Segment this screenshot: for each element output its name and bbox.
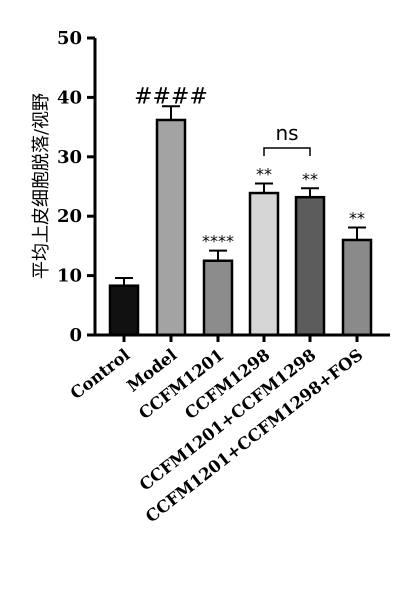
bar — [294, 195, 326, 337]
y-tick-label: 10 — [57, 266, 82, 287]
bar — [248, 191, 280, 337]
significance-label: ** — [256, 165, 272, 184]
significance-label: **** — [202, 232, 234, 251]
y-ticks: 0 10 20 30 40 50 — [57, 28, 95, 346]
x-tick-label: Control — [67, 345, 134, 403]
y-tick-label: 40 — [57, 87, 82, 108]
y-tick-label: 30 — [57, 147, 82, 168]
bar — [202, 259, 234, 337]
y-tick-label: 0 — [69, 325, 82, 346]
y-tick-label: 20 — [57, 206, 82, 227]
significance-label: ** — [302, 169, 318, 188]
y-axis-label: 平均上皮细胞脱落/视野 — [31, 93, 52, 279]
significance-label: #### — [134, 84, 208, 109]
x-ticks: ControlModelCCFM1201CCFM1298CCFM1201+CCF… — [67, 335, 366, 526]
axis-layer — [93, 38, 390, 337]
y-tick-label: 50 — [57, 28, 82, 49]
bars-layer — [108, 105, 373, 337]
significance-label: ** — [349, 208, 365, 227]
comparison-label: ns — [275, 121, 298, 145]
bar — [108, 284, 140, 337]
bar — [155, 118, 187, 337]
annotations: ####****** ****ns — [134, 84, 365, 250]
comparison-bracket — [263, 147, 311, 156]
bar — [341, 238, 373, 337]
